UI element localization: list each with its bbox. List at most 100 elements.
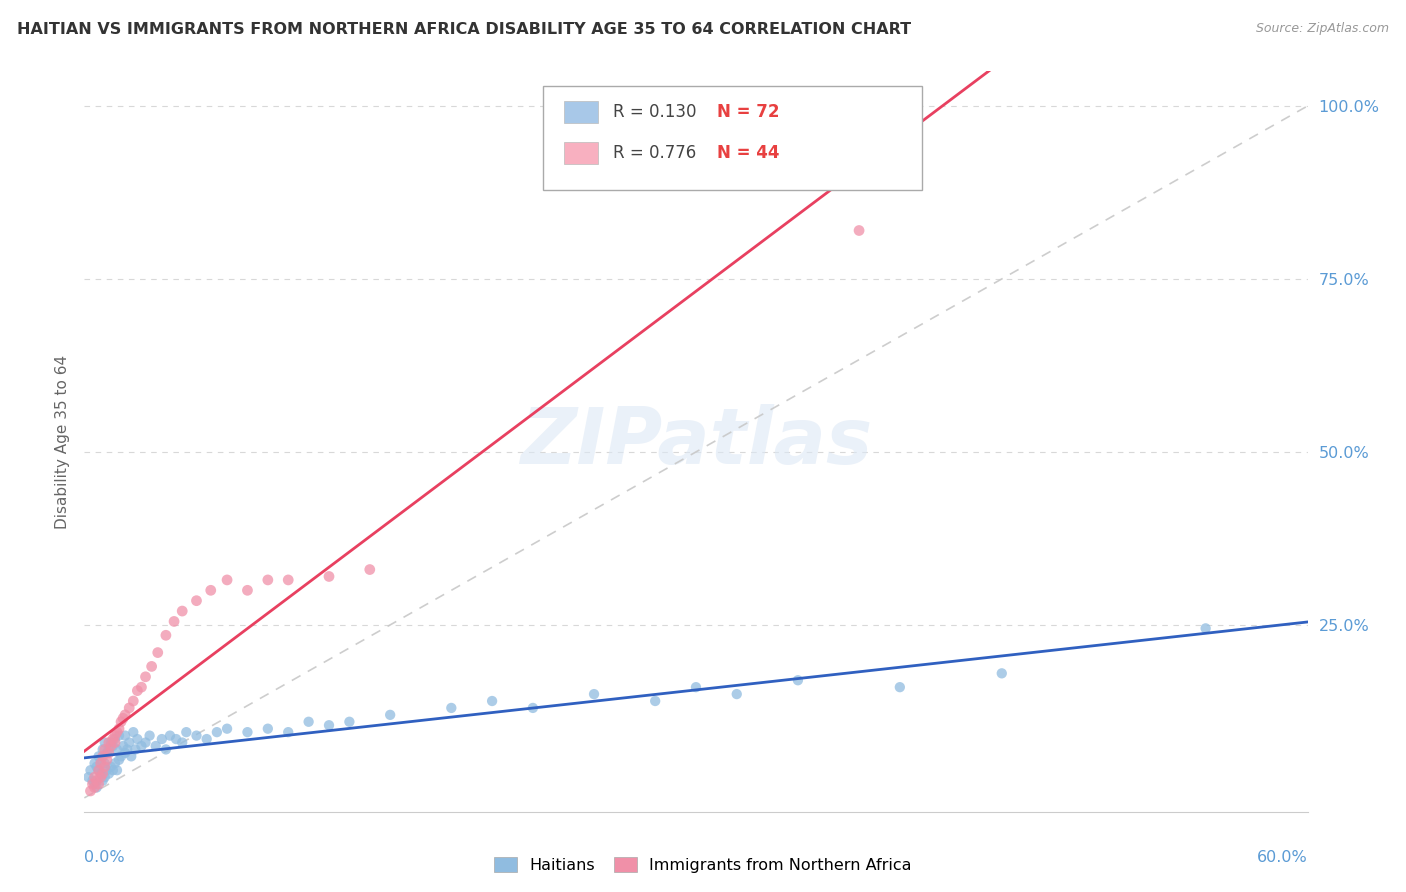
Point bbox=[217, 573, 239, 587]
Point bbox=[104, 729, 127, 743]
Point bbox=[105, 742, 128, 756]
Point bbox=[91, 742, 114, 756]
Point bbox=[127, 732, 149, 747]
Point bbox=[96, 753, 118, 767]
Point bbox=[90, 766, 112, 780]
Point bbox=[889, 680, 911, 694]
FancyBboxPatch shape bbox=[564, 101, 598, 123]
Point bbox=[83, 777, 105, 791]
Point bbox=[87, 777, 110, 791]
Point bbox=[644, 694, 666, 708]
Point bbox=[100, 739, 122, 753]
Point bbox=[114, 746, 136, 760]
Point bbox=[104, 735, 127, 749]
Point bbox=[725, 687, 748, 701]
Point bbox=[205, 725, 228, 739]
Point bbox=[120, 749, 142, 764]
Point bbox=[481, 694, 503, 708]
Point bbox=[93, 735, 115, 749]
Point bbox=[359, 563, 381, 577]
Point bbox=[155, 628, 177, 642]
Point bbox=[135, 670, 157, 684]
Point bbox=[114, 729, 136, 743]
Point bbox=[236, 725, 259, 739]
Text: N = 72: N = 72 bbox=[717, 103, 779, 121]
Point bbox=[105, 763, 128, 777]
Point bbox=[277, 573, 299, 587]
Point bbox=[155, 742, 177, 756]
Point bbox=[82, 777, 104, 791]
Point bbox=[685, 680, 707, 694]
Point bbox=[172, 735, 194, 749]
Point bbox=[145, 739, 167, 753]
Point bbox=[86, 780, 108, 795]
Point bbox=[118, 701, 141, 715]
Point bbox=[172, 604, 194, 618]
Point bbox=[90, 756, 112, 771]
Point bbox=[100, 735, 122, 749]
Point bbox=[122, 725, 145, 739]
Point bbox=[257, 722, 280, 736]
Point bbox=[93, 756, 115, 771]
Point bbox=[91, 749, 114, 764]
Text: Source: ZipAtlas.com: Source: ZipAtlas.com bbox=[1256, 22, 1389, 36]
Point bbox=[277, 725, 299, 739]
Point bbox=[165, 732, 187, 747]
Point bbox=[112, 711, 135, 725]
Point bbox=[186, 593, 208, 607]
FancyBboxPatch shape bbox=[543, 87, 922, 190]
Point bbox=[79, 763, 101, 777]
Point bbox=[991, 666, 1014, 681]
Point bbox=[100, 760, 122, 774]
Point bbox=[159, 729, 181, 743]
Point bbox=[138, 729, 160, 743]
Point bbox=[97, 735, 120, 749]
Point bbox=[87, 749, 110, 764]
Point bbox=[150, 732, 173, 747]
Point bbox=[522, 701, 544, 715]
Point bbox=[97, 766, 120, 780]
Point bbox=[110, 749, 132, 764]
Point bbox=[298, 714, 321, 729]
Point bbox=[83, 756, 105, 771]
Point bbox=[87, 763, 110, 777]
Text: 60.0%: 60.0% bbox=[1257, 850, 1308, 864]
Point bbox=[90, 753, 112, 767]
Point bbox=[380, 707, 402, 722]
Text: N = 44: N = 44 bbox=[717, 144, 779, 161]
Point bbox=[195, 732, 218, 747]
Point bbox=[108, 729, 131, 743]
Point bbox=[131, 739, 153, 753]
Point bbox=[318, 569, 340, 583]
Point bbox=[583, 687, 606, 701]
Point bbox=[115, 742, 138, 756]
Point bbox=[93, 742, 115, 756]
Point bbox=[114, 707, 136, 722]
Point bbox=[105, 725, 128, 739]
Point bbox=[118, 735, 141, 749]
Point bbox=[146, 646, 169, 660]
Point bbox=[82, 773, 104, 788]
Point bbox=[86, 760, 108, 774]
Text: HAITIAN VS IMMIGRANTS FROM NORTHERN AFRICA DISABILITY AGE 35 TO 64 CORRELATION C: HAITIAN VS IMMIGRANTS FROM NORTHERN AFRI… bbox=[17, 22, 911, 37]
Text: R = 0.130: R = 0.130 bbox=[613, 103, 696, 121]
Point bbox=[86, 773, 108, 788]
Text: ZIPatlas: ZIPatlas bbox=[520, 403, 872, 480]
Point bbox=[96, 746, 118, 760]
Point bbox=[93, 770, 115, 784]
Point bbox=[101, 739, 124, 753]
Point bbox=[787, 673, 810, 688]
Point bbox=[101, 732, 124, 747]
Point bbox=[87, 763, 110, 777]
Point bbox=[200, 583, 222, 598]
Point bbox=[97, 746, 120, 760]
Point bbox=[186, 729, 208, 743]
FancyBboxPatch shape bbox=[564, 142, 598, 164]
Point bbox=[91, 773, 114, 788]
Point bbox=[93, 760, 115, 774]
Point bbox=[79, 784, 101, 798]
Point bbox=[127, 683, 149, 698]
Point bbox=[163, 615, 186, 629]
Point bbox=[318, 718, 340, 732]
Point bbox=[236, 583, 259, 598]
